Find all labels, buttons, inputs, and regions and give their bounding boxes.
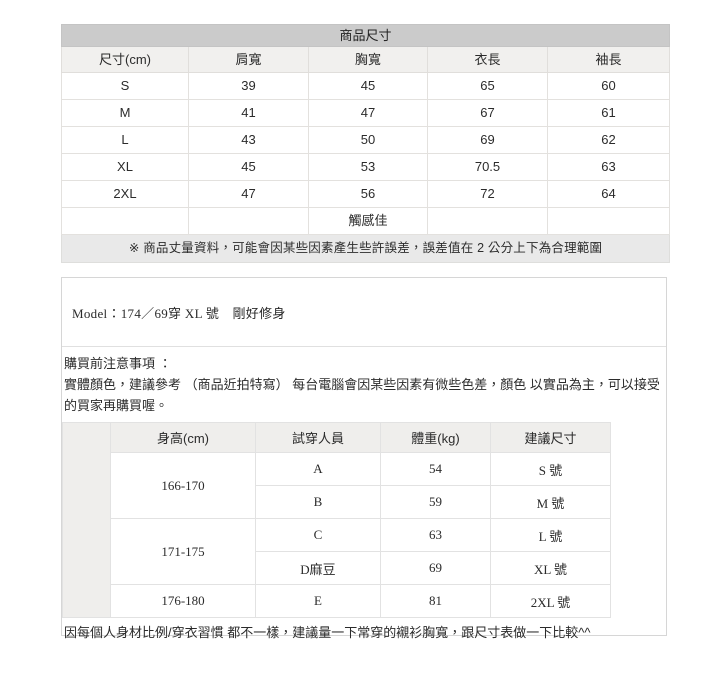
column-header-chest: 胸寬: [308, 46, 428, 73]
notice-line-1: 實體顏色，建議參考 （商品近拍特寫） 每台電腦會因某些因素有微些色差，顏色 以實…: [64, 377, 660, 392]
model-info-box: Model：174／69穿 XL 號 剛好修身: [62, 278, 666, 347]
cell-shoulder: 45: [188, 153, 309, 181]
cell-sleeve: 64: [546, 180, 671, 208]
fit-cell-person: D麻豆: [255, 551, 381, 585]
cell-chest: 47: [308, 99, 428, 127]
fit-cell-suggest: XL 號: [490, 551, 611, 585]
cell-length: 65: [427, 72, 548, 100]
fit-column-header-height: 身高(cm): [110, 422, 256, 453]
fitting-row: 171-175 C 63 L 號: [63, 518, 611, 585]
fit-cell-weight: 63: [380, 518, 491, 552]
notice-line-2: 的買家再購買喔。: [64, 398, 169, 413]
cell-size: M: [61, 99, 189, 127]
size-chart-title: 商品尺寸: [60, 24, 671, 47]
feature-cell-chest: 觸感佳: [308, 207, 428, 235]
size-chart-title-row: 商品尺寸: [60, 24, 671, 47]
fitting-row: 176-180 E 81 2XL 號: [63, 584, 611, 618]
cell-sleeve: 63: [546, 153, 671, 181]
table-row: S 39 45 65 60: [61, 72, 671, 100]
cell-chest: 56: [308, 180, 428, 208]
size-chart-table: 商品尺寸 尺寸(cm) 肩寬 胸寬 衣長 袖長 S 39 45 65 60: [60, 24, 671, 263]
feature-row: 觸感佳: [61, 207, 671, 235]
size-chart-header-row: 尺寸(cm) 肩寬 胸寬 衣長 袖長: [61, 46, 671, 73]
cell-size: XL: [61, 153, 189, 181]
purchase-notice: 購買前注意事項 ： 實體顏色，建議參考 （商品近拍特寫） 每台電腦會因某些因素有…: [62, 347, 666, 416]
fit-column-header-suggest: 建議尺寸: [490, 422, 611, 453]
fit-cell-weight: 59: [380, 485, 491, 519]
feature-cell-sleeve: [546, 207, 671, 235]
fit-cell-suggest: L 號: [490, 518, 611, 552]
fit-cell-height: 166-170: [110, 452, 256, 519]
cell-shoulder: 47: [188, 180, 309, 208]
table-row: M 41 47 67 61: [61, 99, 671, 127]
feature-cell-shoulder: [188, 207, 309, 235]
model-info-text: Model：174／69穿 XL 號 剛好修身: [72, 305, 286, 321]
fitting-row: B 59 M 號: [63, 485, 611, 519]
cell-sleeve: 61: [546, 99, 671, 127]
cell-size: L: [61, 126, 189, 154]
cell-size: S: [61, 72, 189, 100]
cell-length: 70.5: [427, 153, 548, 181]
fit-cell-person: B: [255, 485, 381, 519]
fitting-footer-note: 因每個人身材比例/穿衣習慣 都不一樣，建議量一下常穿的襯衫胸寬，跟尺寸表做一下比…: [64, 625, 591, 640]
fitting-spacer-cell: [62, 422, 111, 618]
cell-sleeve: 62: [546, 126, 671, 154]
fitting-table-wrap: 身高(cm) 試穿人員 體重(kg) 建議尺寸 166-170 A 54 S 號…: [62, 416, 666, 618]
measurement-note-row: ※ 商品丈量資料，可能會因某些因素產生些許誤差，誤差值在 2 公分上下為合理範圍: [60, 234, 671, 263]
table-row: XL 45 53 70.5 63: [61, 153, 671, 181]
cell-length: 69: [427, 126, 548, 154]
fit-cell-suggest: S 號: [490, 452, 611, 486]
cell-size: 2XL: [61, 180, 189, 208]
cell-sleeve: 60: [546, 72, 671, 100]
fit-cell-weight: 69: [380, 551, 491, 585]
cell-shoulder: 39: [188, 72, 309, 100]
cell-chest: 50: [308, 126, 428, 154]
fitting-row: 166-170 A 54 S 號: [63, 452, 611, 519]
fit-column-header-weight: 體重(kg): [380, 422, 491, 453]
fit-column-header-person: 試穿人員: [255, 422, 381, 453]
feature-cell-size: [61, 207, 189, 235]
feature-cell-length: [427, 207, 548, 235]
cell-length: 67: [427, 99, 548, 127]
fit-cell-weight: 81: [380, 584, 491, 618]
fit-cell-person: C: [255, 518, 381, 552]
fit-cell-person: E: [255, 584, 381, 618]
column-header-shoulder: 肩寬: [188, 46, 309, 73]
cell-shoulder: 43: [188, 126, 309, 154]
cell-chest: 45: [308, 72, 428, 100]
fit-cell-person: A: [255, 452, 381, 486]
table-row: L 43 50 69 62: [61, 126, 671, 154]
fit-cell-weight: 54: [380, 452, 491, 486]
fit-cell-height: 176-180: [110, 584, 256, 618]
cell-shoulder: 41: [188, 99, 309, 127]
fit-cell-suggest: M 號: [490, 485, 611, 519]
fit-cell-suggest: 2XL 號: [490, 584, 611, 618]
column-header-size: 尺寸(cm): [61, 46, 189, 73]
fitting-header-row: 身高(cm) 試穿人員 體重(kg) 建議尺寸: [62, 422, 611, 618]
model-fitting-block: Model：174／69穿 XL 號 剛好修身 購買前注意事項 ： 實體顏色，建…: [61, 277, 667, 640]
fit-cell-height: 171-175: [110, 518, 256, 585]
table-row: 2XL 47 56 72 64: [61, 180, 671, 208]
cell-length: 72: [427, 180, 548, 208]
size-chart-block: 商品尺寸 尺寸(cm) 肩寬 胸寬 衣長 袖長 S 39 45 65 60: [60, 24, 671, 263]
measurement-note: ※ 商品丈量資料，可能會因某些因素產生些許誤差，誤差值在 2 公分上下為合理範圍: [60, 234, 671, 263]
column-header-sleeve: 袖長: [546, 46, 671, 73]
cell-chest: 53: [308, 153, 428, 181]
notice-title: 購買前注意事項 ：: [64, 356, 172, 371]
column-header-length: 衣長: [427, 46, 548, 73]
fitting-reference-table: 身高(cm) 試穿人員 體重(kg) 建議尺寸 166-170 A 54 S 號…: [62, 422, 611, 618]
